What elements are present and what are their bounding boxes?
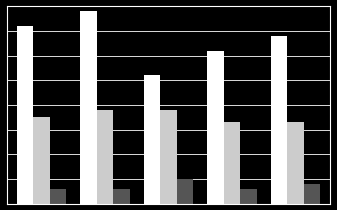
Bar [207,51,224,204]
Bar [80,11,97,204]
Bar [177,179,193,204]
Bar [271,36,287,204]
Bar [240,189,257,204]
Bar [97,110,113,204]
Bar [113,189,130,204]
Bar [160,110,177,204]
Bar [224,122,240,204]
Bar [50,189,66,204]
Bar [144,75,160,204]
Bar [304,184,320,204]
Bar [17,26,33,204]
Bar [287,122,304,204]
Bar [33,117,50,204]
